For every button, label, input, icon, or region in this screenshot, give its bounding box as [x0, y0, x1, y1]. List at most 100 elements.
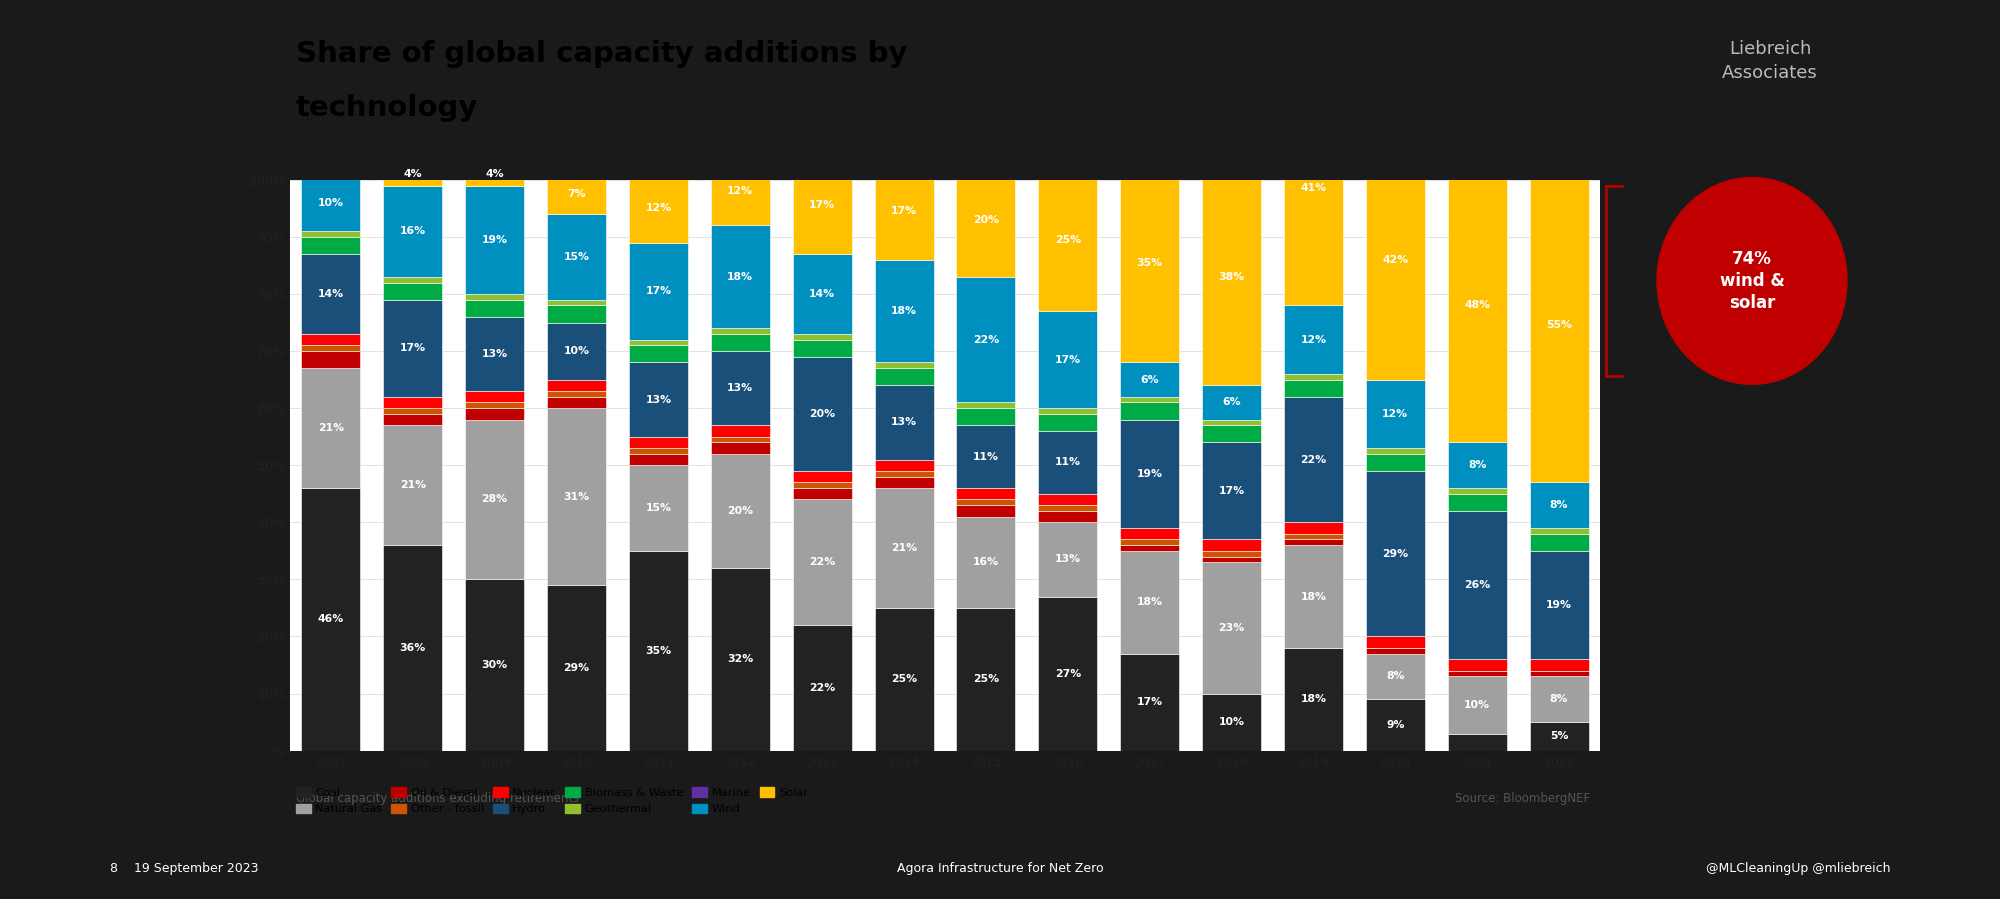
Bar: [384, 414, 442, 425]
Text: 8    19 September 2023: 8 19 September 2023: [110, 862, 258, 875]
Text: 46%: 46%: [318, 614, 344, 625]
Bar: [384, 277, 442, 282]
Bar: [384, 396, 442, 408]
Text: 30%: 30%: [482, 660, 508, 670]
Bar: [1448, 488, 1506, 494]
Bar: [792, 157, 852, 254]
Bar: [466, 316, 524, 391]
Text: 41%: 41%: [1300, 183, 1326, 193]
Text: 25%: 25%: [1054, 235, 1080, 245]
Bar: [1120, 403, 1180, 420]
Text: 25%: 25%: [892, 674, 918, 684]
Bar: [874, 163, 934, 260]
Text: 18%: 18%: [728, 271, 754, 282]
Bar: [874, 471, 934, 476]
Text: 12%: 12%: [1300, 334, 1326, 344]
Text: 18%: 18%: [1300, 592, 1326, 601]
Bar: [628, 466, 688, 551]
Text: 55%: 55%: [1546, 320, 1572, 330]
Bar: [1202, 539, 1262, 551]
Bar: [792, 625, 852, 751]
Bar: [466, 163, 524, 185]
Bar: [1448, 671, 1506, 676]
Bar: [1284, 539, 1342, 545]
Bar: [1366, 454, 1424, 471]
Bar: [1038, 168, 1098, 311]
Text: 5%: 5%: [1550, 732, 1568, 742]
Text: Agora Infrastructure for Net Zero: Agora Infrastructure for Net Zero: [896, 862, 1104, 875]
Bar: [302, 254, 360, 334]
Text: 14%: 14%: [810, 289, 836, 299]
Text: 42%: 42%: [1382, 254, 1408, 264]
Bar: [956, 608, 1016, 751]
Bar: [628, 174, 688, 243]
Text: 8%: 8%: [1550, 500, 1568, 511]
Bar: [792, 334, 852, 340]
Bar: [628, 340, 688, 345]
Bar: [1448, 168, 1506, 442]
Text: 17%: 17%: [892, 206, 918, 216]
Bar: [1284, 374, 1342, 379]
Bar: [792, 254, 852, 334]
Bar: [710, 351, 770, 425]
Bar: [874, 260, 934, 362]
Text: 28%: 28%: [482, 494, 508, 504]
Bar: [1202, 168, 1262, 386]
Text: 21%: 21%: [400, 480, 426, 490]
Text: 17%: 17%: [810, 200, 836, 210]
Bar: [956, 500, 1016, 505]
Bar: [1038, 494, 1098, 505]
Bar: [1038, 414, 1098, 431]
Bar: [466, 408, 524, 420]
Bar: [628, 454, 688, 466]
Bar: [1530, 722, 1588, 751]
Bar: [548, 306, 606, 323]
Bar: [466, 391, 524, 403]
Bar: [956, 488, 1016, 500]
Text: 19%: 19%: [482, 235, 508, 245]
Bar: [1038, 505, 1098, 511]
Bar: [1038, 597, 1098, 751]
Bar: [1366, 654, 1424, 699]
Text: 22%: 22%: [972, 334, 1000, 344]
Bar: [1284, 545, 1342, 648]
Bar: [1038, 408, 1098, 414]
Bar: [1038, 522, 1098, 597]
Bar: [792, 340, 852, 357]
Text: 20%: 20%: [728, 506, 754, 516]
Bar: [1202, 386, 1262, 420]
Text: 15%: 15%: [564, 252, 590, 262]
Bar: [1202, 694, 1262, 751]
Bar: [792, 483, 852, 488]
Text: 6%: 6%: [1222, 397, 1240, 407]
Text: 29%: 29%: [564, 663, 590, 672]
Bar: [1202, 442, 1262, 539]
Bar: [956, 403, 1016, 408]
Bar: [628, 448, 688, 454]
Text: 16%: 16%: [400, 227, 426, 236]
Bar: [1366, 636, 1424, 648]
Bar: [466, 403, 524, 408]
Bar: [710, 568, 770, 751]
Bar: [628, 551, 688, 751]
Bar: [710, 226, 770, 328]
Bar: [1284, 522, 1342, 534]
Bar: [1448, 734, 1506, 751]
Bar: [956, 163, 1016, 277]
Text: technology: technology: [296, 94, 478, 122]
Bar: [548, 323, 606, 379]
Bar: [1120, 545, 1180, 551]
Bar: [628, 362, 688, 437]
Bar: [874, 386, 934, 459]
Text: 11%: 11%: [1054, 458, 1080, 467]
Bar: [1120, 362, 1180, 396]
Bar: [384, 163, 442, 185]
Bar: [792, 488, 852, 500]
Bar: [1120, 654, 1180, 751]
Text: 11%: 11%: [972, 451, 998, 462]
Bar: [792, 357, 852, 471]
Text: 10%: 10%: [1218, 717, 1244, 727]
Text: 18%: 18%: [1300, 694, 1326, 704]
Bar: [1448, 676, 1506, 734]
Bar: [1038, 431, 1098, 494]
